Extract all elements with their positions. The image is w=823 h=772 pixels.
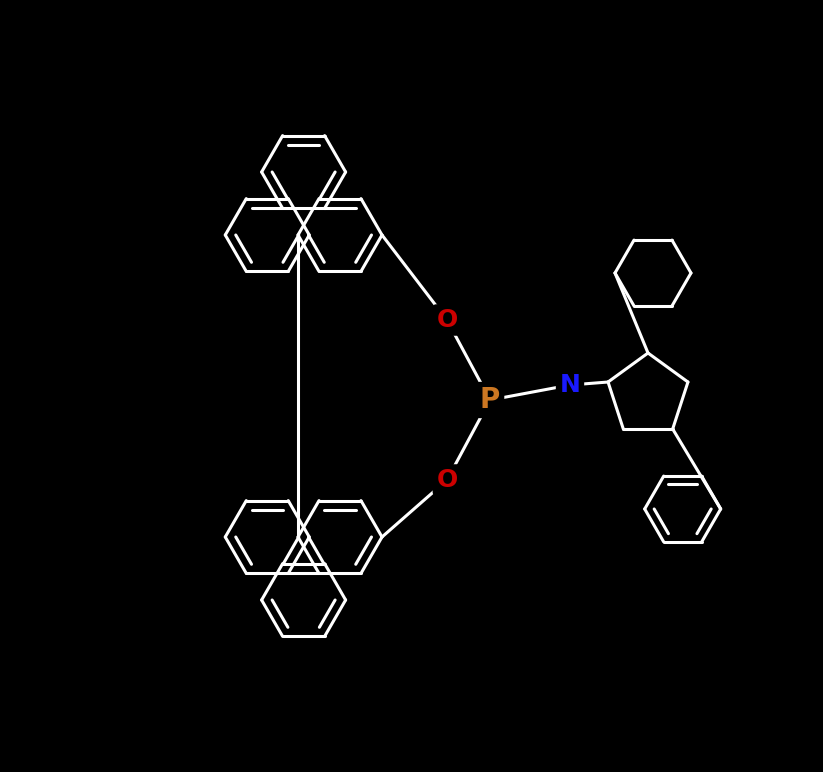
Text: O: O [436, 468, 458, 492]
Text: P: P [480, 386, 500, 414]
Text: N: N [560, 373, 580, 397]
Text: O: O [436, 308, 458, 332]
